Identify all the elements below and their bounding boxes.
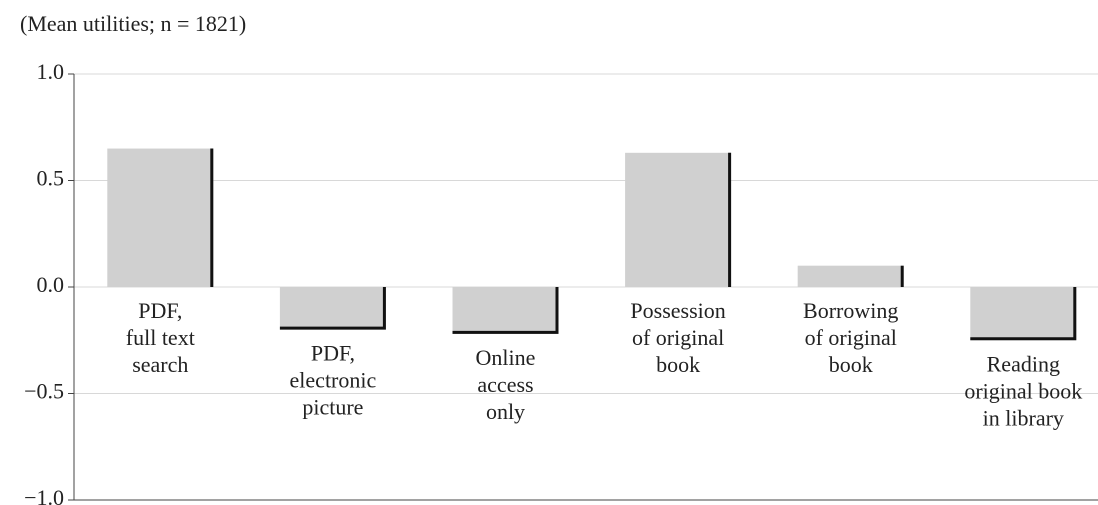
x-tick-label-line: book [829, 352, 873, 377]
y-tick-label: −1.0 [24, 485, 64, 505]
bar [625, 152, 732, 287]
x-tick-label: Online access only [476, 345, 536, 424]
bar [797, 265, 904, 287]
x-tick-label-line: Borrowing [803, 298, 898, 323]
x-tick-label-line: PDF, [311, 341, 355, 366]
x-tick-label: Borrowing of original book [803, 298, 898, 377]
x-tick-label-line: only [486, 399, 525, 424]
x-tick-label: Possession of original book [630, 298, 725, 377]
x-tick-label-line: book [656, 352, 700, 377]
y-tick-label: 1.0 [37, 59, 65, 84]
x-tick-label-line: electronic [290, 368, 377, 393]
x-tick-label: PDF, full text search [126, 298, 195, 377]
bar-shadow [452, 287, 559, 334]
x-tick-label-line: Possession [630, 298, 725, 323]
bar-shadow [279, 287, 386, 330]
x-tick-label-line: in library [983, 405, 1064, 430]
bar-shadow [970, 287, 1077, 341]
x-tick-label: Reading original book in library [964, 351, 1082, 430]
x-tick-label: PDF, electronic picture [290, 341, 377, 420]
x-tick-label-line: access [477, 372, 533, 397]
x-tick-label-line: of original [805, 325, 897, 350]
y-tick-label: −0.5 [24, 379, 64, 404]
bar [279, 287, 386, 330]
chart-title: (Mean utilities; n = 1821) [20, 11, 246, 36]
x-tick-label-line: search [132, 352, 188, 377]
bar [107, 148, 214, 287]
y-tick-label: 0.5 [37, 166, 65, 191]
x-tick-label-line: original book [964, 378, 1082, 403]
y-tick-label: 0.0 [37, 272, 65, 297]
x-tick-label-line: Online [476, 345, 536, 370]
x-tick-label-line: PDF, [138, 298, 182, 323]
x-tick-label-line: of original [632, 325, 724, 350]
x-tick-label-line: Reading [987, 351, 1060, 376]
x-tick-label-line: full text [126, 325, 195, 350]
x-tick-label-line: picture [302, 395, 363, 420]
bar [970, 287, 1077, 341]
bar [452, 287, 559, 334]
